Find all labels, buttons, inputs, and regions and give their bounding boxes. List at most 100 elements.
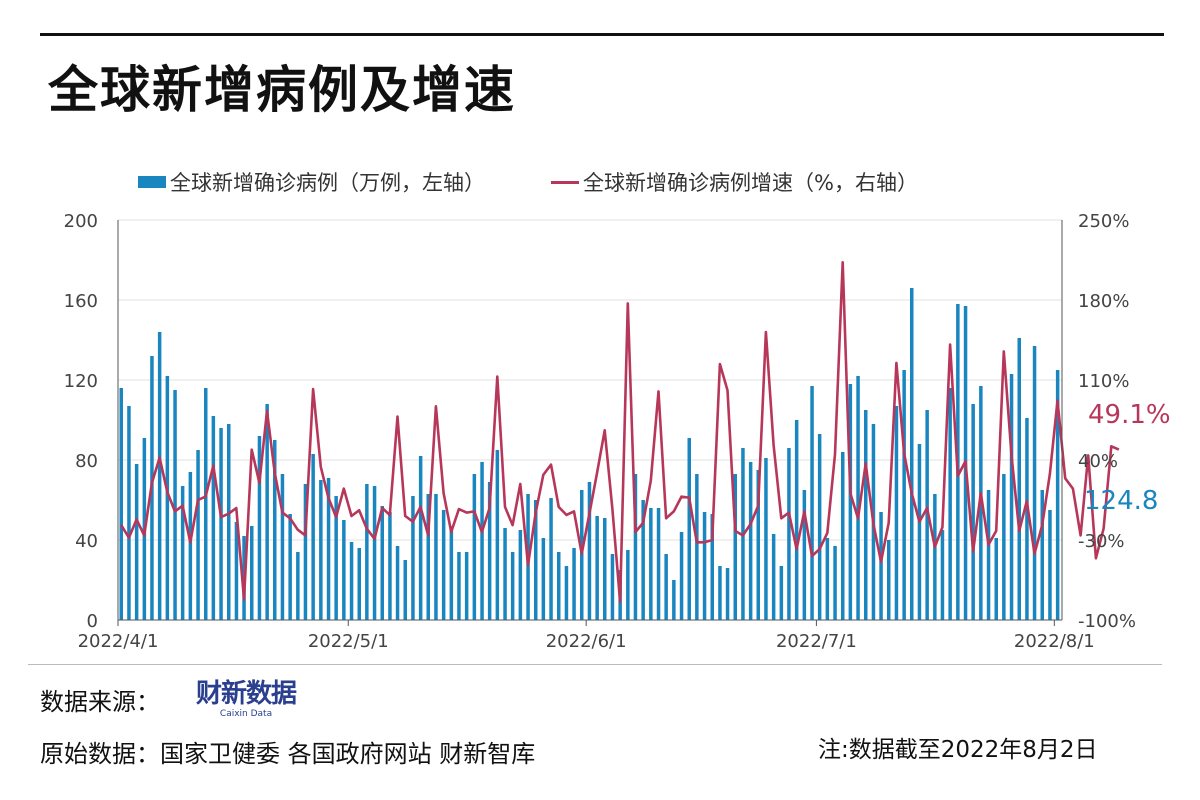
case-bar (587, 482, 592, 620)
case-bar (219, 428, 223, 620)
case-bar (495, 450, 500, 620)
case-bar (710, 514, 714, 620)
case-bar (856, 376, 860, 620)
case-bar (718, 566, 722, 620)
case-bar (342, 520, 346, 620)
x-tick-label: 2022/6/1 (546, 631, 627, 652)
case-bar (196, 450, 200, 620)
case-bar (127, 406, 131, 620)
right-tick-label: 110% (1078, 371, 1129, 392)
case-bar (549, 498, 553, 620)
case-bar (411, 496, 415, 620)
case-bar (733, 474, 737, 620)
case-bar (1025, 418, 1029, 620)
case-bar (887, 540, 891, 620)
case-bar (280, 474, 285, 620)
case-bar (825, 538, 830, 620)
case-bar (426, 494, 430, 620)
x-tick-label: 2022/8/1 (1014, 631, 1095, 652)
case-bar (933, 494, 937, 620)
case-bar (603, 518, 607, 620)
case-bar (626, 550, 630, 620)
case-bar (702, 512, 707, 620)
line-series (120, 260, 1120, 604)
case-bar (273, 440, 277, 620)
footer-divider (28, 664, 1162, 665)
case-bar (633, 474, 638, 620)
case-bar (917, 444, 922, 620)
x-tick-label: 2022/4/1 (78, 631, 159, 652)
last-rate-annotation: 49.1% (1088, 400, 1171, 430)
case-bar (265, 404, 269, 620)
data-cutoff-note: 注:数据截至2022年8月2日 (818, 737, 1098, 763)
case-bar (902, 370, 906, 620)
case-bar (748, 462, 753, 620)
case-bar (557, 552, 561, 620)
case-bar (434, 494, 438, 620)
case-bar (204, 388, 208, 620)
case-bar (503, 528, 507, 620)
case-bar (296, 552, 300, 620)
case-bar (833, 546, 837, 620)
case-bar (157, 332, 162, 620)
case-bar (403, 560, 407, 620)
case-bar (572, 548, 576, 620)
growth-rate-line (120, 260, 1120, 604)
case-bar (365, 484, 369, 620)
case-bar (810, 386, 814, 620)
case-bar (695, 474, 699, 620)
case-bar (119, 388, 123, 620)
case-bar (725, 568, 730, 620)
case-bar (1048, 510, 1052, 620)
case-bar (418, 456, 423, 620)
case-bar (564, 566, 569, 620)
case-bar (457, 552, 461, 620)
case-bar (472, 474, 477, 620)
bar-series (119, 288, 1060, 620)
right-tick-label: 180% (1078, 291, 1129, 312)
top-rule (40, 33, 1164, 36)
x-tick-label: 2022/7/1 (776, 631, 857, 652)
case-bar (518, 530, 523, 620)
case-bar (449, 526, 454, 620)
case-bar (257, 436, 262, 620)
case-bar (541, 538, 546, 620)
case-bar (303, 484, 308, 620)
case-bar (971, 404, 975, 620)
case-bar (656, 508, 661, 620)
case-bar (994, 538, 998, 620)
case-bar (357, 548, 361, 620)
case-bar (764, 458, 768, 620)
case-bar (879, 512, 883, 620)
case-bar (864, 410, 868, 620)
case-bar (234, 522, 239, 620)
case-bar (380, 506, 384, 620)
case-bar (173, 390, 177, 620)
case-bar (940, 530, 945, 620)
logo-text-en: Caixin Data (219, 709, 273, 719)
right-tick-label: 250% (1078, 211, 1129, 232)
caixin-data-logo: 财新数据 Caixin Data (196, 680, 297, 720)
case-bar (165, 376, 170, 620)
legend-line-swatch (551, 180, 579, 184)
case-bar (1055, 370, 1060, 620)
case-bar (817, 434, 822, 620)
case-bar (480, 462, 484, 620)
case-bar (925, 410, 929, 620)
case-bar (510, 552, 515, 620)
legend: 全球新增确诊病例（万例，左轴） 全球新增确诊病例增速（%，右轴） (138, 167, 984, 197)
case-bar (580, 490, 584, 620)
case-bar (227, 424, 231, 620)
left-tick-label: 0 (87, 611, 98, 632)
left-tick-label: 80 (75, 451, 98, 472)
case-bar (894, 406, 899, 620)
case-bar (641, 500, 645, 620)
legend-line-label: 全球新增确诊病例增速（%，右轴） (583, 171, 918, 195)
legend-bar-label: 全球新增确诊病例（万例，左轴） (170, 171, 485, 195)
case-bar (250, 526, 254, 620)
case-bar (1032, 346, 1037, 620)
case-bar (211, 416, 216, 620)
case-bar (610, 554, 615, 620)
case-bar (1017, 338, 1021, 620)
